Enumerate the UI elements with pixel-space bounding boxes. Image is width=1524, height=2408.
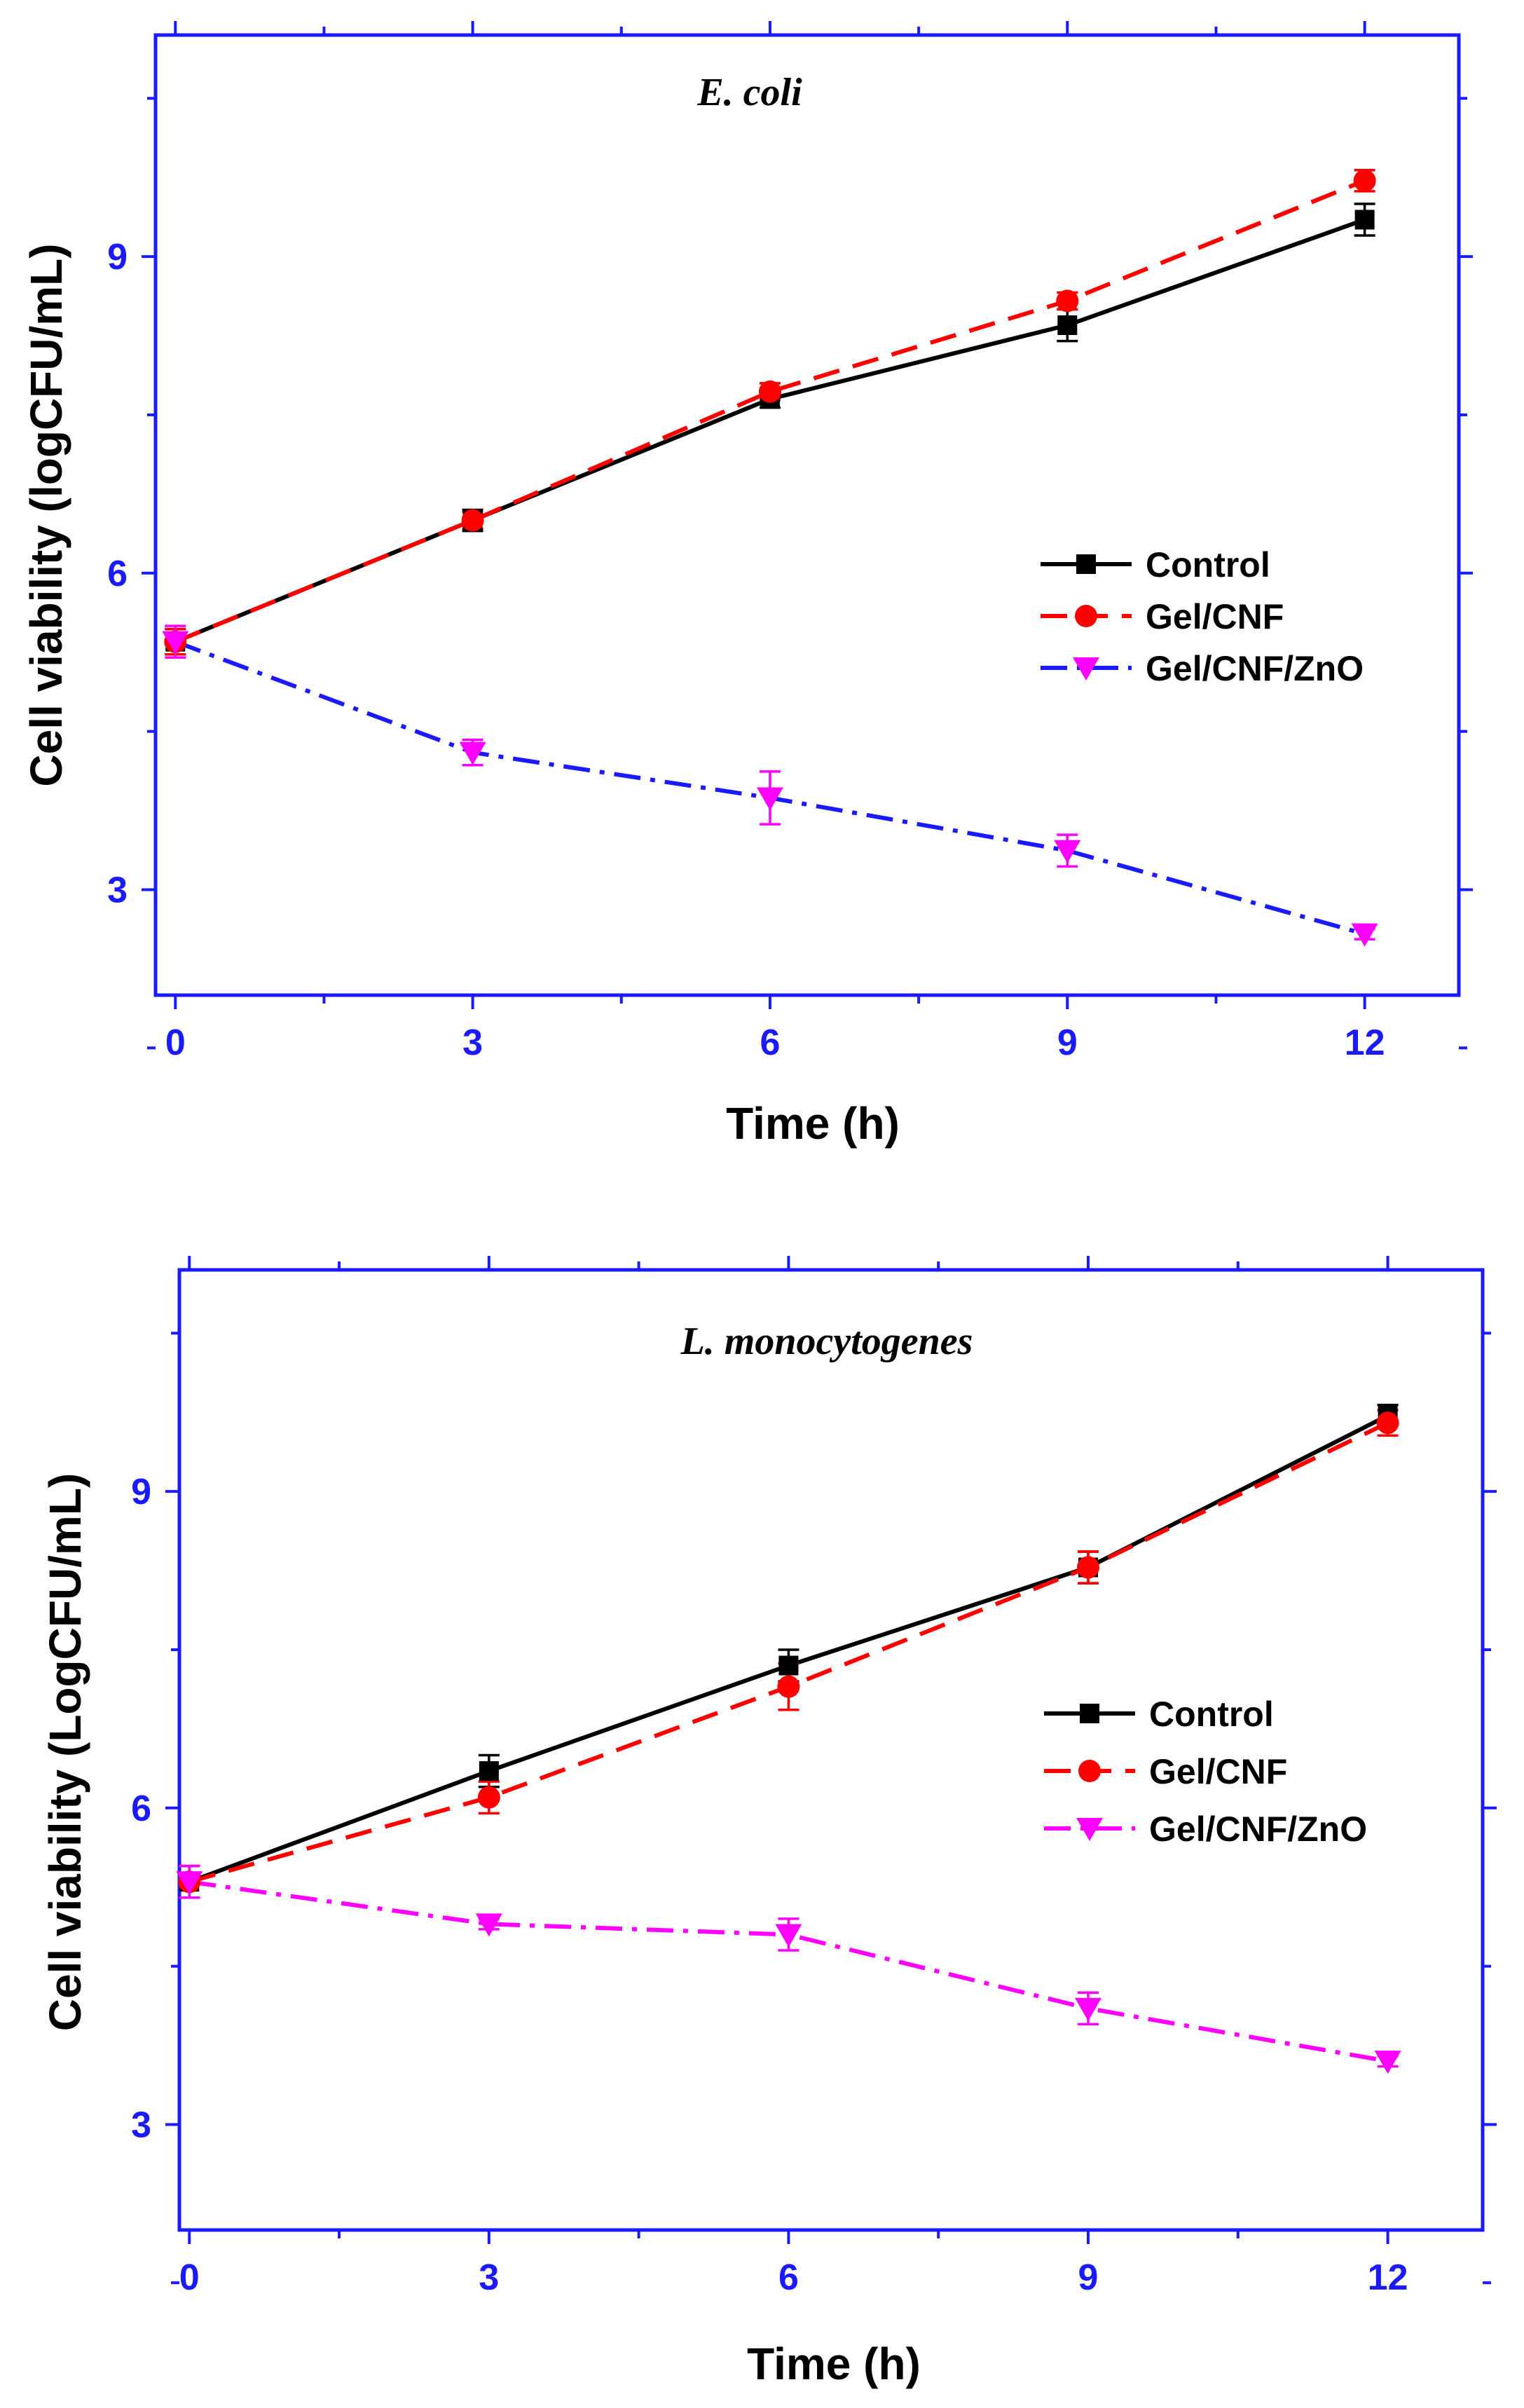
x-tick-label-0: 0 — [165, 1022, 186, 1063]
legend-marker — [1076, 1818, 1103, 1841]
legend-marker — [1073, 657, 1099, 680]
legend-item-gel-cnf-zno: Gel/CNF/ZnO — [1041, 649, 1364, 688]
y-tick-labels: 3 6 9 — [131, 1472, 151, 2145]
data-point-gel-cnf-6 — [758, 380, 781, 403]
legend-label-gel-cnf: Gel/CNF — [1149, 1752, 1287, 1791]
legend-label-gel-cnf-zno: Gel/CNF/ZnO — [1149, 1810, 1367, 1849]
legend: Control Gel/CNF Gel/CNF/ZnO — [1041, 545, 1364, 688]
y-axis-title: Cell viability (LogCFU/mL) — [40, 1473, 90, 2031]
y-axis-title: Cell viability (logCFU/mL) — [21, 243, 71, 786]
data-point-gel-cnf-9 — [1056, 289, 1079, 313]
y-tick-labels: 3 6 9 — [107, 237, 128, 910]
plot-frame — [153, 33, 1461, 997]
data-point-gel-cnf-3 — [477, 1786, 500, 1809]
legend-marker — [1075, 605, 1097, 627]
x-tick-label-6: 6 — [760, 1022, 780, 1063]
axis-ticks — [142, 21, 1473, 1050]
data-point-gel-cnf-3 — [461, 509, 484, 532]
legend-symbol-control — [1044, 1704, 1135, 1723]
data-point-control-6 — [778, 1655, 799, 1676]
data-point-gel-cnf-12 — [1376, 1411, 1399, 1435]
legend-item-gel-cnf-zno: Gel/CNF/ZnO — [1044, 1810, 1367, 1849]
data-point-gel-cnf-zno-3 — [475, 1913, 502, 1937]
y-tick-label-6: 6 — [107, 554, 128, 594]
panel-title: L. monocytogenes — [680, 1320, 973, 1363]
data-point-gel-cnf-zno-6 — [756, 787, 783, 811]
legend-item-control: Control — [1041, 545, 1270, 584]
x-tick-label-9: 9 — [1078, 2257, 1099, 2298]
chart-panel-l-monocytogenes: 0 3 6 9 12 3 6 9 L. monocytogenes Time (h) Cel… — [40, 1256, 1497, 2389]
data-markers — [162, 169, 1378, 947]
x-tick-labels: 0 3 6 9 12 — [179, 2257, 1408, 2298]
x-tick-label-9: 9 — [1057, 1022, 1078, 1063]
data-point-control-9 — [1057, 315, 1078, 336]
y-tick-label-3: 3 — [131, 2105, 151, 2145]
data-point-gel-cnf-12 — [1353, 169, 1376, 192]
legend: Control Gel/CNF Gel/CNF/ZnO — [1044, 1695, 1367, 1849]
series-line-gel-cnf — [174, 179, 1366, 644]
x-tick-label-12: 12 — [1345, 1022, 1385, 1063]
legend-item-gel-cnf: Gel/CNF — [1041, 597, 1284, 636]
legend-marker — [1080, 1704, 1099, 1723]
data-point-gel-cnf-zno-9 — [1054, 840, 1081, 863]
data-point-gel-cnf-9 — [1077, 1556, 1100, 1579]
data-point-gel-cnf-zno-12 — [1374, 2051, 1401, 2074]
legend-marker — [1076, 554, 1096, 574]
legend-label-gel-cnf-zno: Gel/CNF/ZnO — [1146, 649, 1364, 688]
data-point-gel-cnf-zno-0 — [162, 631, 189, 655]
x-tick-label-6: 6 — [778, 2257, 799, 2298]
data-point-control-12 — [1354, 210, 1375, 230]
data-point-gel-cnf-zno-0 — [176, 1871, 203, 1895]
x-tick-labels: 0 3 6 9 12 — [165, 1022, 1385, 1063]
y-tick-label-9: 9 — [107, 237, 128, 278]
panel-title: E. coli — [696, 71, 802, 114]
data-markers — [176, 1405, 1401, 2074]
legend-symbol-gel-cnf — [1041, 605, 1132, 627]
legend-symbol-gel-cnf — [1044, 1760, 1135, 1782]
legend-item-control: Control — [1044, 1695, 1274, 1734]
data-point-gel-cnf-6 — [777, 1675, 800, 1698]
chart-panel-e-coli: 0 3 6 9 12 3 6 9 E. coli Time (h) Cell viabili… — [21, 21, 1473, 1149]
legend-label-control: Control — [1146, 545, 1270, 584]
data-point-gel-cnf-zno-12 — [1351, 923, 1378, 947]
legend-item-gel-cnf: Gel/CNF — [1044, 1752, 1287, 1791]
axis-ticks — [165, 1256, 1497, 2285]
legend-marker — [1078, 1760, 1101, 1782]
plot-frame — [177, 1268, 1485, 2232]
data-point-gel-cnf-zno-9 — [1075, 1997, 1102, 2021]
legend-label-control: Control — [1149, 1695, 1274, 1734]
x-axis-title: Time (h) — [726, 1098, 900, 1149]
x-tick-label-3: 3 — [462, 1022, 483, 1063]
legend-symbol-gel-cnf-zno — [1044, 1818, 1135, 1841]
x-tick-label-0: 0 — [179, 2257, 200, 2298]
data-point-control-3 — [479, 1761, 499, 1781]
y-tick-label-9: 9 — [131, 1472, 151, 1512]
data-point-gel-cnf-zno-3 — [459, 741, 486, 765]
y-tick-label-3: 3 — [107, 870, 128, 910]
legend-symbol-gel-cnf-zno — [1041, 657, 1132, 680]
legend-label-gel-cnf: Gel/CNF — [1146, 597, 1284, 636]
legend-symbol-control — [1041, 554, 1132, 574]
x-tick-label-3: 3 — [479, 2257, 499, 2298]
x-tick-label-12: 12 — [1368, 2257, 1408, 2298]
data-point-gel-cnf-zno-6 — [775, 1924, 802, 1948]
y-tick-label-6: 6 — [131, 1788, 151, 1829]
x-axis-title: Time (h) — [747, 2339, 921, 2389]
